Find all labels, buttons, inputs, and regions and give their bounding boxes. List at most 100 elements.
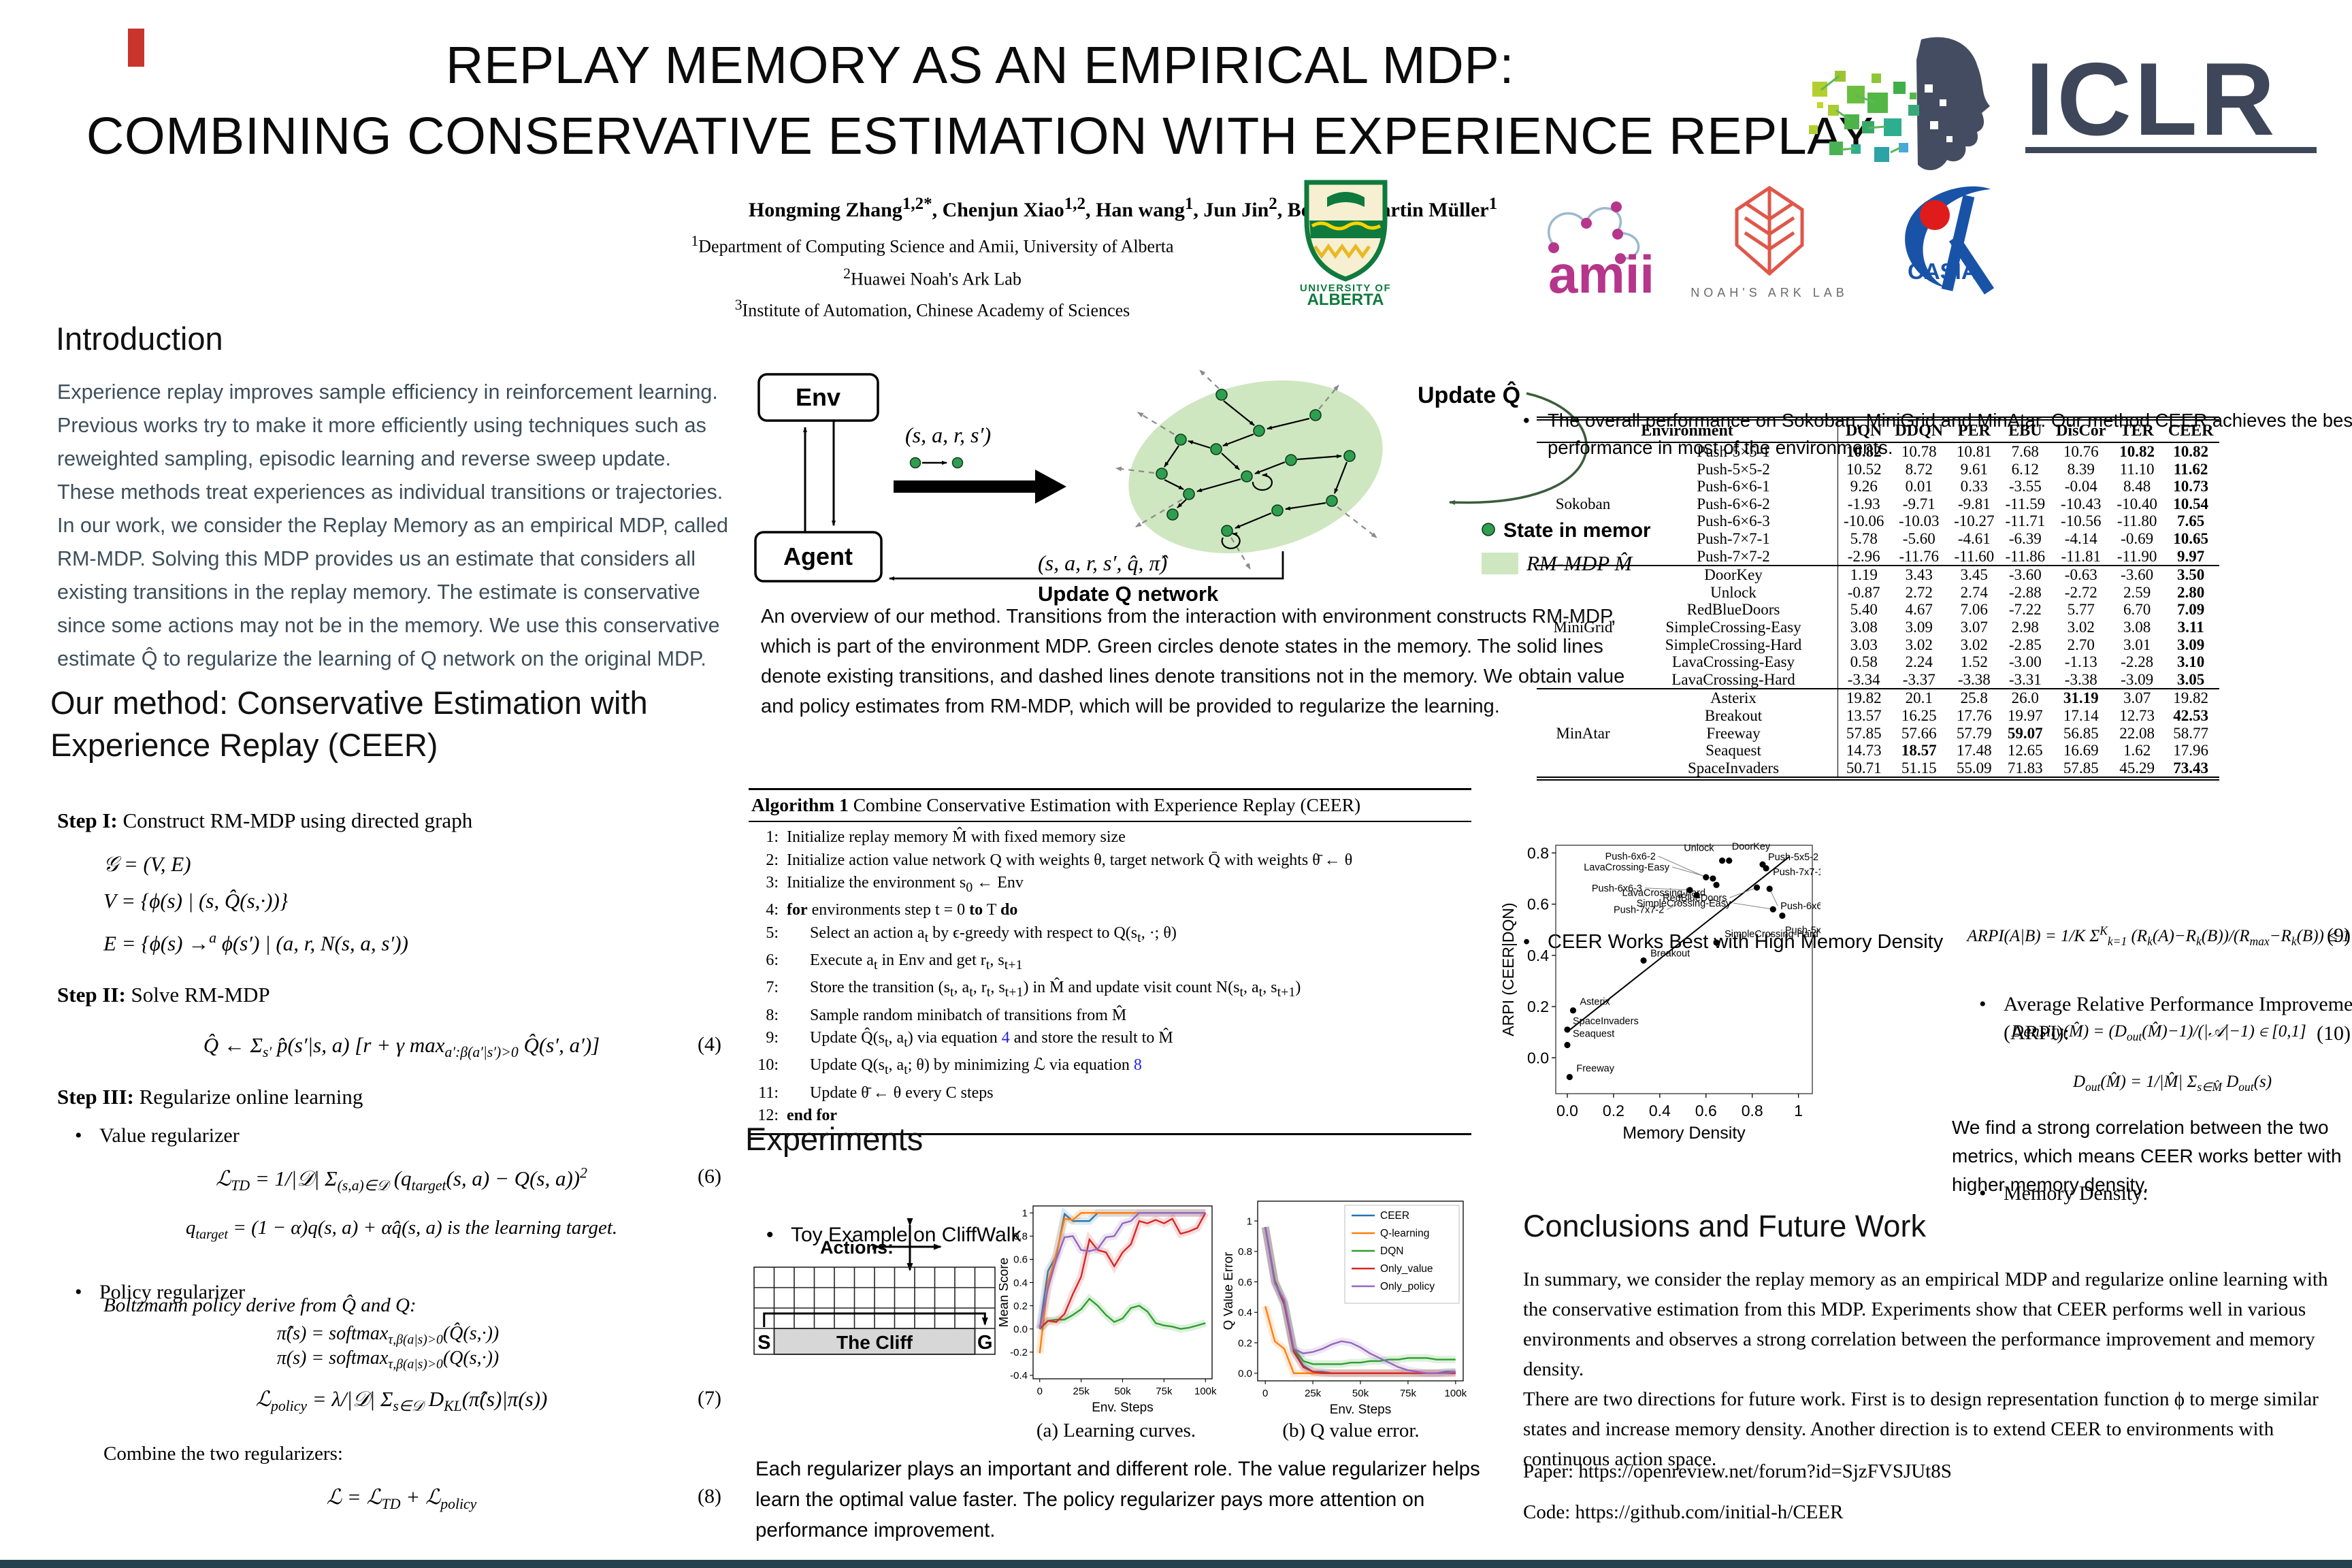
svg-text:Freeway: Freeway xyxy=(1576,1064,1614,1075)
table-cell: 7.68 xyxy=(2011,443,2039,460)
conclusions-heading: Conclusions and Future Work xyxy=(1523,1209,1926,1243)
table-cell: 6.12 xyxy=(2011,460,2039,478)
group-label: Sokoban xyxy=(1555,495,1611,512)
table-cell: 2.70 xyxy=(2067,636,2095,653)
svg-text:0.8: 0.8 xyxy=(1238,1246,1252,1258)
table-cell: 71.83 xyxy=(2007,759,2043,777)
svg-text:-0.2: -0.2 xyxy=(1010,1347,1028,1358)
svg-text:Mean Score: Mean Score xyxy=(999,1258,1011,1327)
caption-a: (a) Learning curves. xyxy=(1036,1420,1196,1441)
svg-text:Push-6x6-2: Push-6x6-2 xyxy=(1605,851,1656,862)
paper-link[interactable]: Paper: https://openreview.net/forum?id=S… xyxy=(1523,1460,1952,1482)
learning-curves-chart: 0 25k 50k 75k 100k -0.4 -0.2 0.0 0.2 0.4 0.6 0.8 1 En… xyxy=(999,1205,1217,1415)
table-cell: 7.06 xyxy=(1960,601,1988,619)
iclr-mosaic-face xyxy=(1809,37,1990,171)
algorithm-line: 11: Update θ̄ ← θ every C steps xyxy=(758,1083,994,1102)
table-row: MinAtar Asterix 19.82 20.1 25.8 26.0 31.19 3.07… xyxy=(1537,689,2219,742)
step3-text: Regularize online learning xyxy=(133,1085,363,1109)
table-cell: -1.93 xyxy=(1847,495,1880,512)
environment-name: SimpleCrossing-Easy xyxy=(1629,618,1838,636)
equation-8-number: (8) xyxy=(698,1485,721,1507)
equation-7-body: ℒpolicy = λ/|𝒟| Σs∈𝒟 DKL(π̂(s)|π(s)) xyxy=(255,1387,548,1415)
table-cell: 9.61 xyxy=(1960,460,1988,478)
table-cell: 10.73 xyxy=(2173,478,2209,495)
table-cell: 7.09 xyxy=(2177,601,2205,619)
svg-text:0.2: 0.2 xyxy=(1238,1337,1252,1349)
introduction-heading: Introduction xyxy=(56,321,223,357)
table-cell: 11.62 xyxy=(2173,460,2208,478)
table-cell: 51.15 xyxy=(1901,759,1937,777)
step2-label: Step II: xyxy=(57,983,126,1007)
amii-node xyxy=(1548,242,1559,253)
density-bullet: CEER Works Best with High Memory Density xyxy=(1519,931,2065,953)
conclusions-paragraph-2: There are two directions for future work… xyxy=(1523,1388,2319,1470)
big-arrow-shaft xyxy=(894,480,1035,493)
table-cell: 3.08 xyxy=(2123,618,2151,636)
table-cell: -11.90 xyxy=(2117,547,2157,565)
bottom-strip xyxy=(0,1560,2352,1568)
table-cell: 26.0 xyxy=(2011,689,2039,707)
table-row: Freeway 57.85 57.66 57.79 59.07 56.85 22.08 58.… xyxy=(1537,724,2219,742)
environment-name: Unlock xyxy=(1629,583,1838,602)
noahs-ark-text: NOAH'S ARK LAB xyxy=(1690,286,1848,299)
conclusions-paragraph-1: In summary, we consider the replay memor… xyxy=(1523,1269,2328,1380)
table-row: SpaceInvaders 50.71 51.15 55.09 71.83 57.85 45… xyxy=(1537,759,2219,779)
table-cell: 3.07 xyxy=(2123,689,2151,707)
svg-text:-0.4: -0.4 xyxy=(1010,1370,1028,1382)
environment-name: Breakout xyxy=(1629,706,1838,725)
table-cell: 31.19 xyxy=(2063,689,2099,707)
table-cell: 10.54 xyxy=(2173,495,2209,512)
caption-b: (b) Q value error. xyxy=(1282,1420,1420,1441)
environment-name: Asterix xyxy=(1629,689,1838,707)
table-cell: -11.59 xyxy=(2005,495,2046,512)
svg-text:Push-5x5-2: Push-5x5-2 xyxy=(1768,852,1818,863)
equation-graph: 𝒢 = (V, E) xyxy=(103,852,191,876)
experiments-heading: Experiments xyxy=(745,1121,924,1157)
svg-text:Only_policy: Only_policy xyxy=(1380,1281,1435,1292)
step3-label: Step III: xyxy=(57,1085,134,1109)
environment-name: LavaCrossing-Hard xyxy=(1629,670,1838,689)
legend-state-label: State in memory xyxy=(1503,519,1650,542)
ualberta-logo: UNIVERSITY OF ALBERTA xyxy=(1300,180,1390,306)
table-row: SimpleCrossing-Hard 3.03 3.02 3.02 -2.85 2.70… xyxy=(1537,636,2219,654)
svg-text:Only_value: Only_value xyxy=(1380,1263,1433,1275)
table-cell: 59.07 xyxy=(2007,724,2043,742)
iclr-wordmark: ICLR xyxy=(2025,42,2278,157)
svg-text:Asterix: Asterix xyxy=(1580,997,1610,1008)
svg-text:0.8: 0.8 xyxy=(1742,1102,1763,1120)
table-cell: -3.38 xyxy=(1957,670,1991,688)
table-cell: -6.39 xyxy=(2008,529,2042,547)
table-cell: -2.72 xyxy=(2064,583,2097,601)
svg-text:50k: 50k xyxy=(1114,1386,1131,1397)
svg-text:Seaquest: Seaquest xyxy=(1573,1029,1614,1040)
table-cell: 3.01 xyxy=(2123,636,2151,653)
algorithm-line: 5: Select an action at by ϵ-greedy with r… xyxy=(766,924,1177,945)
table-cell: 12.65 xyxy=(2007,742,2043,760)
algorithm-line: 7: Store the transition (st, at, rt, st+1… xyxy=(766,979,1301,1000)
table-row: Push-6×6-1 9.26 0.01 0.33 -3.55 -0.04 8.48 10.7… xyxy=(1537,478,2219,495)
casia-text: CASIA xyxy=(1908,259,1978,284)
method-heading: Our method: Conservative Estimation with… xyxy=(50,685,648,763)
table-cell: 16.69 xyxy=(2063,742,2099,760)
results-table-element: Environment DQN DDQN PER EBU DisCor TER CEER Sok… xyxy=(1537,416,2219,781)
ualberta-wave xyxy=(1311,221,1382,231)
code-link[interactable]: Code: https://github.com/initial-h/CEER xyxy=(1523,1501,1844,1523)
step2: Step II: Solve RM-MDP xyxy=(57,983,270,1007)
svg-text:0.2: 0.2 xyxy=(1527,998,1549,1015)
solid-transitions xyxy=(1164,400,1348,549)
table-row: Push-6×6-2 -1.93 -9.71 -9.81 -11.59 -10.43 -10… xyxy=(1537,495,2219,513)
table-cell: -3.55 xyxy=(2008,478,2042,495)
environment-name: Push-5×5-1 xyxy=(1629,442,1838,461)
table-cell: -4.14 xyxy=(2064,529,2097,547)
conclusions-body: In summary, we consider the replay memor… xyxy=(1523,1264,2340,1474)
table-cell: 17.96 xyxy=(2173,742,2209,760)
iclr-logo: ICLR xyxy=(1809,37,2317,171)
environment-name: RedBlueDoors xyxy=(1629,601,1838,619)
step1-text: Construct RM-MDP using directed graph xyxy=(117,808,473,832)
legend-rmmdp-label: RM-MDP M̂ xyxy=(1526,551,1633,575)
table-cell: 55.09 xyxy=(1956,759,1992,777)
table-row: Push-7×7-2 -2.96 -11.76 -11.60 -11.86 -11.81-… xyxy=(1537,547,2219,566)
iclr-underline xyxy=(2025,147,2317,153)
table-cell: 57.85 xyxy=(2063,759,2099,777)
table-cell: -2.85 xyxy=(2008,636,2042,653)
